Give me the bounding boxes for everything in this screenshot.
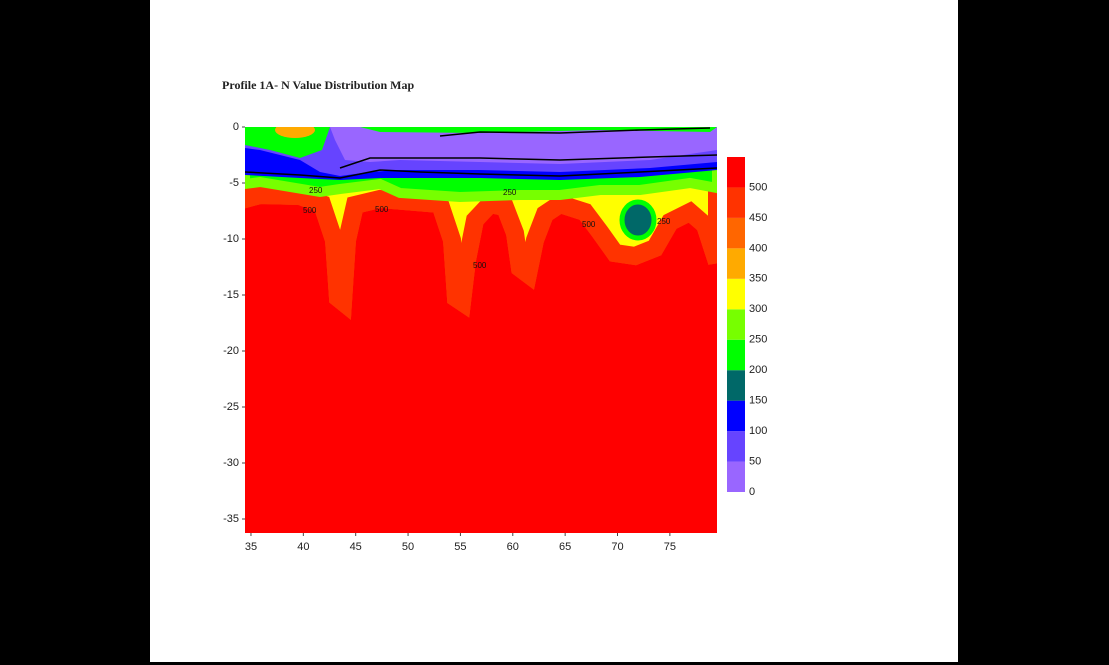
- contour-label: 250: [657, 217, 671, 226]
- colorbar-band: [727, 431, 745, 462]
- contour-band: [360, 127, 717, 133]
- x-tick-label: 35: [245, 541, 257, 553]
- contour-line: [439, 127, 711, 137]
- colorbar-band: [727, 187, 745, 218]
- colorbar-band: [727, 339, 745, 371]
- contour-label: 250: [309, 186, 323, 195]
- colorbar-band: [727, 370, 745, 401]
- colorbar-label: 200: [749, 364, 767, 376]
- colorbar-label: 150: [749, 395, 767, 407]
- y-tick-label: -15: [223, 289, 239, 301]
- colorbar-label: 500: [749, 181, 767, 193]
- y-tick-label: -20: [223, 345, 239, 357]
- y-tick-label: -5: [229, 177, 239, 189]
- contour-label: 500: [375, 205, 389, 214]
- colorbar-label: 450: [749, 212, 767, 224]
- y-tick-label: -10: [223, 233, 239, 245]
- contour-line: [245, 167, 717, 179]
- x-tick-label: 70: [611, 541, 623, 553]
- contour-band: [619, 199, 657, 241]
- contour-line: [339, 154, 717, 169]
- contour-band: [330, 127, 717, 164]
- colorbar-band: [727, 248, 745, 279]
- colorbar-label: 350: [749, 273, 767, 285]
- y-tick-label: -25: [223, 401, 239, 413]
- x-tick-label: 45: [350, 541, 362, 553]
- y-tick-label: -35: [223, 513, 239, 525]
- colorbar-band: [727, 217, 745, 249]
- x-tick-label: 65: [559, 541, 571, 553]
- colorbar-band: [727, 278, 745, 310]
- contour-label: 500: [582, 220, 596, 229]
- x-tick-label: 75: [664, 541, 676, 553]
- x-tick-label: 40: [297, 541, 309, 553]
- x-tick-label: 60: [507, 541, 519, 553]
- colorbar-label: 250: [749, 334, 767, 346]
- colorbar-band: [727, 400, 745, 432]
- y-tick-label: -30: [223, 457, 239, 469]
- colorbar-band: [727, 461, 745, 492]
- colorbar-label: 0: [749, 486, 755, 498]
- x-tick-label: 55: [454, 541, 466, 553]
- colorbar-band: [727, 309, 745, 340]
- contour-band: [275, 127, 315, 138]
- colorbar-label: 100: [749, 425, 767, 437]
- chart-title: Profile 1A- N Value Distribution Map: [222, 78, 414, 92]
- plot-area: [245, 127, 717, 533]
- x-tick-label: 50: [402, 541, 414, 553]
- contour-label: 500: [473, 261, 487, 270]
- colorbar-label: 400: [749, 242, 767, 254]
- contour-label: 500: [303, 206, 317, 215]
- colorbar-label: 50: [749, 455, 761, 467]
- colorbar-label: 300: [749, 303, 767, 315]
- y-tick-label: 0: [233, 121, 239, 133]
- colorbar-band: [727, 157, 745, 188]
- contour-label: 250: [503, 188, 517, 197]
